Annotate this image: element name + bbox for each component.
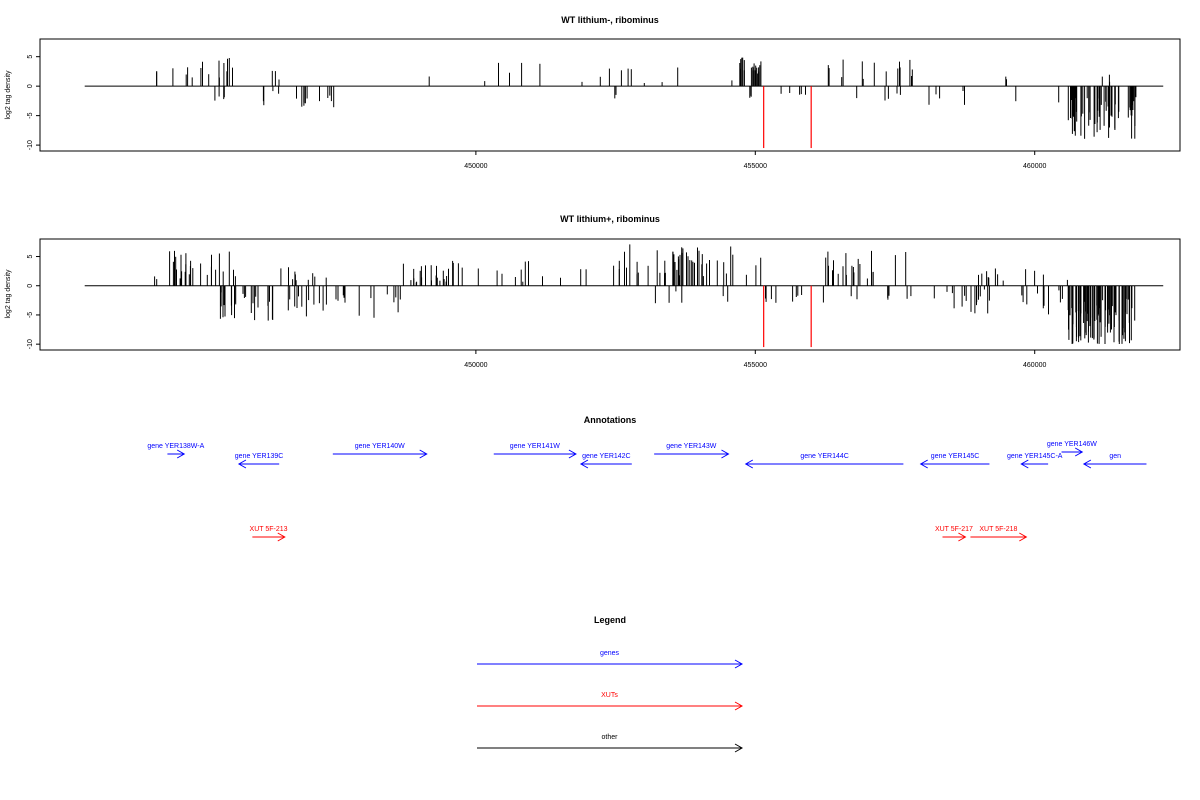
legend-title: Legend [594,615,626,625]
y-tick-label: -10 [27,339,34,349]
x-tick-label: 455000 [744,163,767,170]
gene-annotation-arrowhead [237,459,247,469]
xut-annotation-arrowhead [1019,532,1028,542]
panel2-ylabel: log2 tag density [5,269,12,319]
gene-annotation-arrowhead [568,449,577,459]
legend-arrowhead [734,659,744,669]
xut-annotation-arrowhead [958,532,967,542]
y-tick-label: 0 [27,284,34,288]
gene-annotation-label: gene YER139C [235,453,284,460]
xut-annotation-label: XUT 5F-218 [979,526,1017,533]
gene-annotation-label: gene YER143W [666,443,716,450]
gene-annotation-label: gene YER142C [582,453,631,460]
x-tick-label: 460000 [1023,362,1046,369]
gene-annotation-label: gene YER144C [800,453,849,460]
gene-annotation-label: gene YER140W [355,443,405,450]
panel1-plot: 5 0 -5 -10 450000 455000 460000 [27,38,1181,170]
legend-label: XUTs [601,692,618,699]
gene-annotation-arrowhead [721,449,730,459]
xut-annotation-arrowhead [277,532,286,542]
legend-arrowhead [734,701,744,711]
legend: Legend genes XUTs other [477,615,744,753]
gene-annotation-arrowhead [419,449,428,459]
panel2-plot: 5 0 -5 -10 450000 455000 460000 [27,238,1181,369]
gene-annotation-label: gene YER146W [1047,441,1097,448]
annotations-title: Annotations [584,415,637,425]
panel1-ylabel: log2 tag density [5,70,12,120]
panel2-title: WT lithium+, ribominus [560,214,660,224]
legend-label: other [602,734,619,741]
xut-annotation-label: XUT 5F-213 [250,526,288,533]
gene-annotation-arrowhead [744,459,754,469]
y-tick-label: 5 [27,254,34,258]
legend-arrowhead [734,743,744,753]
xut-annotation-label: XUT 5F-217 [935,526,973,533]
y-tick-label: 0 [27,84,34,88]
gene-annotation-label: gene YER138W-A [147,443,204,450]
gene-annotation-label: gene YER145C [931,453,980,460]
panel-lithium-minus: WT lithium-, ribominus log2 tag density … [5,15,1181,170]
gene-annotation-arrowhead [176,449,186,459]
x-tick-label: 450000 [464,163,487,170]
x-tick-label: 455000 [744,362,767,369]
gene-annotation-label: gene YER141W [510,443,560,450]
panel-lithium-plus: WT lithium+, ribominus log2 tag density … [5,214,1181,369]
y-tick-label: -5 [27,112,34,118]
annotation-features: gene YER138W-A gene YER139C gene YER140W ge… [147,441,1147,542]
plot-frame [39,38,1181,152]
gene-annotation-arrowhead [1020,459,1029,469]
y-tick-label: -10 [27,140,34,150]
plot-frame [39,238,1181,351]
gene-annotation-arrowhead [919,459,928,469]
y-tick-label: -5 [27,312,34,318]
gene-annotation-label: gen [1109,453,1121,460]
gene-annotation-arrowhead [1082,459,1092,469]
y-tick-label: 5 [27,55,34,59]
gene-annotation-arrowhead [579,459,589,469]
panel1-title: WT lithium-, ribominus [561,15,659,25]
x-tick-label: 450000 [464,362,487,369]
legend-items: genes XUTs other [477,650,744,753]
gene-annotation-arrowhead [1074,447,1084,457]
x-tick-label: 460000 [1023,163,1046,170]
legend-label: genes [600,650,620,657]
gene-annotation-label: gene YER145C-A [1007,453,1063,460]
